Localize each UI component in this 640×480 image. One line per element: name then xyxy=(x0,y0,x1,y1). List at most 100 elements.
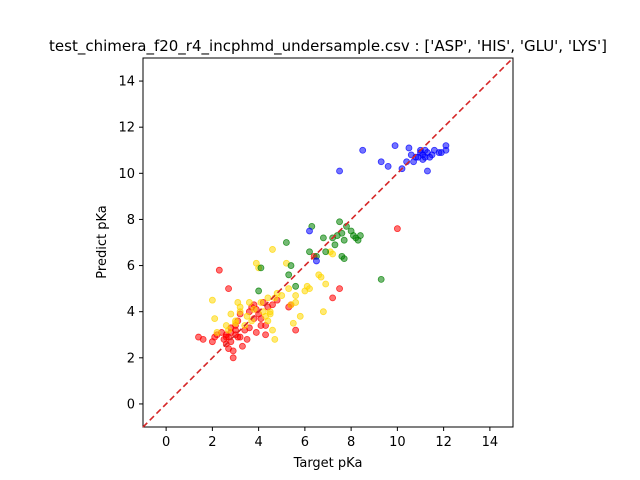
data-point-asp xyxy=(199,335,207,343)
data-point-asp xyxy=(234,333,242,341)
data-point-glu xyxy=(257,264,265,272)
data-point-glu xyxy=(287,262,295,269)
data-point-his xyxy=(213,329,221,336)
data-point-glu xyxy=(319,234,327,242)
data-point-lys xyxy=(359,146,367,154)
data-point-glu xyxy=(306,248,313,256)
data-point-his xyxy=(285,285,293,293)
data-point-his xyxy=(269,246,276,253)
data-point-lys xyxy=(377,158,385,166)
data-point-his xyxy=(289,319,297,327)
data-point-lys xyxy=(306,227,313,235)
data-point-his xyxy=(225,326,232,334)
chart-title: test_chimera_f20_r4_incphmd_undersample.… xyxy=(49,37,607,56)
y-tick-label: 6 xyxy=(127,259,135,274)
data-point-his xyxy=(306,285,313,293)
data-point-his xyxy=(271,335,279,343)
data-point-his xyxy=(329,250,337,258)
data-point-his xyxy=(245,299,253,306)
x-tick-label: 2 xyxy=(208,435,216,450)
y-axis-label: Predict pKa xyxy=(95,205,110,278)
data-point-his xyxy=(322,280,330,288)
data-point-lys xyxy=(313,257,320,265)
y-tick-label: 10 xyxy=(118,167,135,182)
data-point-glu xyxy=(322,248,330,256)
y-tick-label: 2 xyxy=(127,351,135,366)
data-point-asp xyxy=(262,331,269,339)
data-point-glu xyxy=(340,236,348,244)
data-point-his xyxy=(296,312,304,320)
data-point-asp xyxy=(292,326,300,334)
x-axis-label: Target pKa xyxy=(293,456,363,471)
data-point-his xyxy=(208,296,216,304)
data-point-asp xyxy=(252,329,260,336)
data-point-asp xyxy=(336,285,343,293)
y-tick-label: 14 xyxy=(118,75,135,90)
data-point-asp xyxy=(269,301,276,309)
data-point-asp xyxy=(329,294,337,302)
data-point-asp xyxy=(229,354,237,362)
data-point-glu xyxy=(377,275,385,283)
data-point-his xyxy=(243,312,251,320)
x-tick-label: 6 xyxy=(301,435,309,450)
y-tick-label: 4 xyxy=(127,305,135,320)
series-glu xyxy=(255,218,385,295)
data-point-asp xyxy=(232,326,239,334)
y-axis-ticks: 0 2 4 6 8 10 12 14 xyxy=(118,75,143,412)
data-point-glu xyxy=(255,287,263,295)
data-point-asp xyxy=(229,347,237,355)
data-point-his xyxy=(250,305,258,313)
data-point-glu xyxy=(340,255,348,263)
data-point-his xyxy=(319,308,327,316)
data-point-his xyxy=(266,310,274,318)
data-point-glu xyxy=(338,229,346,237)
data-point-his xyxy=(264,294,272,302)
data-point-asp xyxy=(393,225,401,233)
data-point-his xyxy=(317,273,325,281)
points-layer xyxy=(195,142,450,362)
y-tick-label: 8 xyxy=(127,213,135,228)
series-his xyxy=(208,246,337,343)
x-tick-label: 12 xyxy=(435,435,452,450)
data-point-asp xyxy=(222,333,230,341)
data-point-lys xyxy=(442,142,450,150)
data-point-lys xyxy=(405,144,413,152)
data-point-lys xyxy=(414,153,422,161)
data-point-glu xyxy=(356,232,364,239)
data-point-his xyxy=(227,310,235,318)
y-tick-label: 12 xyxy=(118,121,135,136)
data-point-glu xyxy=(292,282,300,290)
data-point-his xyxy=(264,317,272,325)
x-tick-label: 4 xyxy=(254,435,262,450)
data-point-asp xyxy=(243,335,251,343)
data-point-glu xyxy=(282,239,290,246)
identity-reference-line xyxy=(142,57,514,428)
x-axis-ticks: 0 2 4 6 8 10 12 14 xyxy=(162,427,498,450)
data-point-lys xyxy=(384,162,392,170)
data-point-lys xyxy=(391,142,399,150)
y-tick-label: 0 xyxy=(127,397,135,412)
x-tick-label: 14 xyxy=(482,435,499,450)
data-point-lys xyxy=(336,167,343,175)
data-point-his xyxy=(292,292,300,299)
data-point-his xyxy=(269,326,276,334)
data-point-his xyxy=(232,319,239,327)
x-tick-label: 10 xyxy=(389,435,406,450)
data-point-glu xyxy=(336,218,343,226)
data-point-his xyxy=(257,299,265,306)
data-point-his xyxy=(236,303,244,311)
data-point-lys xyxy=(424,167,431,175)
x-tick-label: 0 xyxy=(162,435,170,450)
data-point-asp xyxy=(239,342,246,350)
data-point-his xyxy=(278,292,286,299)
x-tick-label: 8 xyxy=(347,435,355,450)
data-point-glu xyxy=(331,241,339,249)
series-lys xyxy=(306,142,450,265)
data-point-his xyxy=(211,315,219,323)
data-point-lys xyxy=(430,146,438,154)
plot-area xyxy=(142,57,514,428)
data-point-asp xyxy=(225,285,232,293)
data-point-glu xyxy=(285,271,293,279)
data-point-his xyxy=(292,299,300,306)
